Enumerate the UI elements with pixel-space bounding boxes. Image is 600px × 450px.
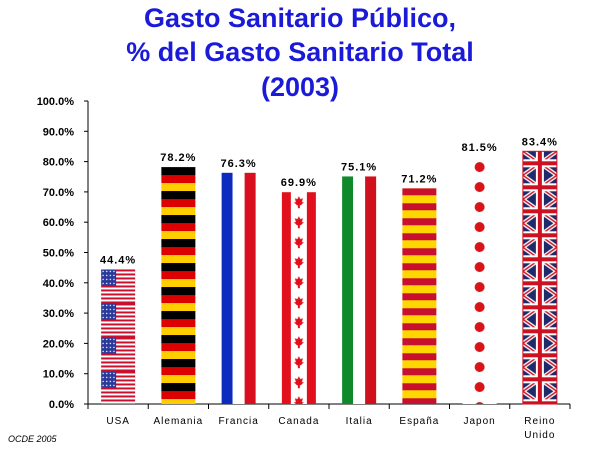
x-tick-label: USA (106, 416, 130, 427)
bar-canada (281, 192, 316, 404)
y-tick-label: 90.0% (43, 126, 74, 138)
y-tick-label: 10.0% (43, 369, 74, 381)
bar-value-label: 78.2% (160, 152, 196, 164)
y-tick-label: 80.0% (43, 157, 74, 169)
x-tick-label: Unido (524, 430, 555, 441)
y-tick-label: 50.0% (43, 248, 74, 260)
bar-france (221, 172, 256, 404)
bars (101, 150, 558, 405)
bar-value-label: 69.9% (281, 177, 317, 189)
title-line: Gasto Sanitario Público, (144, 3, 456, 33)
y-tick-label: 30.0% (43, 308, 74, 320)
x-tick-label: Alemania (154, 416, 204, 427)
x-axis-labels: USA Alemania Francia Canada Italia España Japo… (106, 416, 555, 441)
bar-value-label: 44.4% (100, 254, 136, 266)
y-tick-label: 100.0% (37, 96, 75, 108)
x-tick-label: Canada (278, 416, 319, 427)
chart-title: Gasto Sanitario Público, % del Gasto Sani… (126, 3, 474, 102)
source-note: OCDE 2005 (8, 434, 58, 444)
x-tick-label: Italia (346, 416, 373, 427)
y-tick-label: 20.0% (43, 338, 74, 350)
x-tick-label: España (399, 416, 439, 427)
bar-value-label: 75.1% (341, 161, 377, 173)
bar-value-label: 81.5% (462, 142, 498, 154)
x-tick-label: Japon (464, 416, 496, 427)
y-tick-label: 0.0% (49, 399, 74, 411)
bar-italy (342, 176, 377, 404)
y-tick-label: 40.0% (43, 278, 74, 290)
bar-value-label: 83.4% (522, 136, 558, 148)
title-line: % del Gasto Sanitario Total (126, 37, 474, 67)
bar-uk (522, 150, 558, 405)
bar-usa (101, 269, 136, 404)
x-tick-label: Francia (218, 416, 258, 427)
data-labels: 44.4% 78.2% 76.3% 69.9% 75.1% 71.2% 81.5% 83.4% (100, 136, 558, 266)
y-tick-label: 70.0% (43, 187, 74, 199)
x-tick-label: Reino (524, 416, 555, 427)
bar-value-label: 71.2% (401, 173, 437, 185)
y-tick-label: 60.0% (43, 217, 74, 229)
bar-japan (462, 157, 497, 404)
y-axis: 0.0% 10.0% 20.0% 30.0% 40.0% 50.0% 60.0% 70.0% 8… (37, 96, 571, 411)
title-line: (2003) (261, 72, 339, 102)
bar-germany (161, 167, 196, 404)
bar-spain (402, 188, 437, 404)
bar-value-label: 76.3% (221, 158, 257, 170)
